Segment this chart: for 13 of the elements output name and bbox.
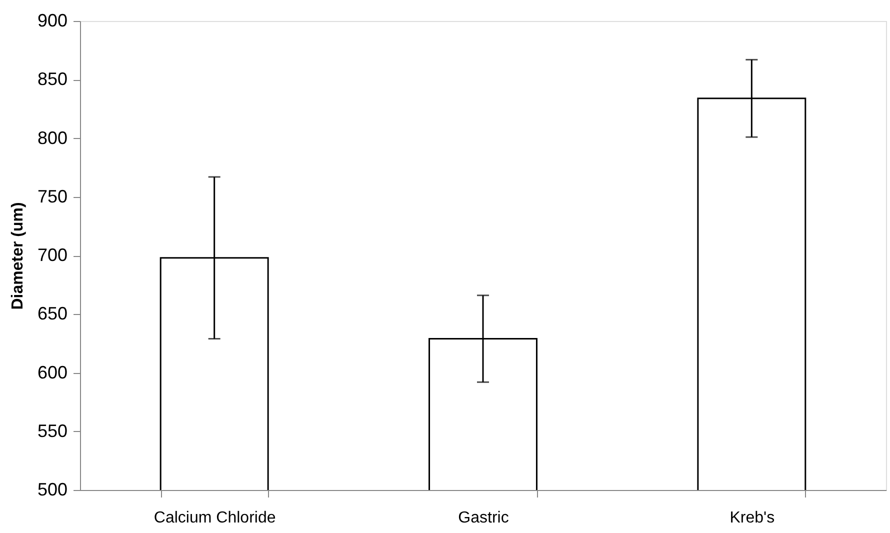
y-tick-label: 900 [37, 10, 68, 30]
y-tick-label: 750 [37, 186, 68, 206]
y-tick-label: 650 [37, 304, 68, 324]
y-tick-label: 850 [37, 69, 68, 90]
y-tick-label: 600 [37, 362, 68, 382]
y-tick-label: 700 [37, 245, 68, 265]
y-tick-label: 500 [37, 480, 68, 500]
y-tick-label: 550 [37, 420, 68, 441]
x-tick-label: Calcium Chloride [154, 510, 276, 526]
y-tick-label: 800 [37, 128, 68, 148]
x-tick-label: Kreb's [730, 510, 775, 526]
x-tick-label: Gastric [458, 510, 509, 526]
y-axis-title: Diameter (um) [9, 202, 26, 310]
